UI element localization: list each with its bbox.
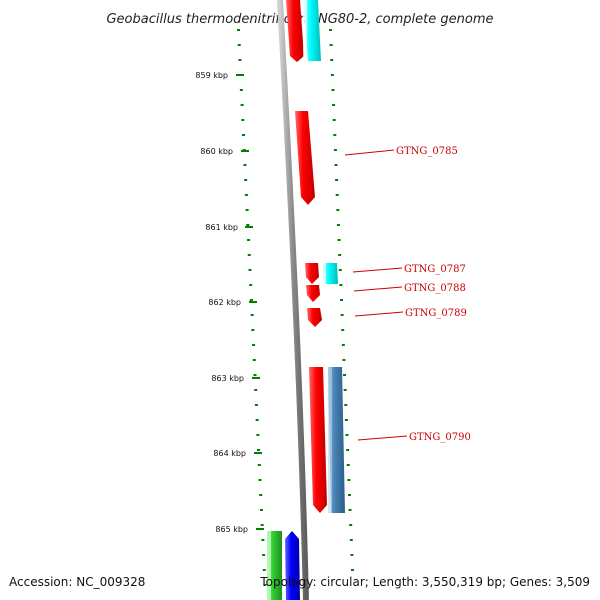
gene-label-text: GTNG_0787 [404,264,466,275]
scale-tick-863: 863 kbp [211,374,260,383]
gene-top-cyan[interactable] [303,0,321,61]
label-gtng-0785[interactable]: GTNG_0785 [344,146,458,157]
tick-label-865: 865 kbp [215,525,248,534]
right-tick-dots [329,29,354,571]
scale-tick-859: 859 kbp [195,71,244,80]
label-gtng-0788[interactable]: GTNG_0788 [353,283,466,294]
scale-tick-861: 861 kbp [205,223,253,232]
label-gtng-0789[interactable]: GTNG_0789 [354,308,467,319]
accession-text: Accession: NC_009328 [9,575,145,589]
tick-label-860: 860 kbp [200,147,233,156]
gene-gtng-0790-red[interactable] [309,367,327,513]
gene-label-text: GTNG_0788 [404,283,466,294]
scale-tick-865: 865 kbp [215,525,264,534]
tick-label-864: 864 kbp [213,449,246,458]
gene-bottom-green[interactable] [267,531,282,600]
gene-gtng-0787-red[interactable] [305,263,319,284]
label-gtng-0787[interactable]: GTNG_0787 [352,264,466,275]
gene-label-text: GTNG_0785 [396,146,458,157]
gene-label-text: GTNG_0789 [405,308,467,319]
scale-tick-860: 860 kbp [200,147,249,156]
tick-label-861: 861 kbp [205,223,238,232]
tick-label-862: 862 kbp [208,298,241,307]
gene-bottom-blue[interactable] [285,531,300,600]
left-tick-dots [237,29,267,586]
topology-text: Topology: circular; Length: 3,550,319 bp… [259,575,590,589]
scale-tick-862: 862 kbp [208,298,257,307]
gene-gtng-0790-steelblue[interactable] [328,367,345,513]
genome-backbone [277,0,309,600]
gene-gtng-0787-cyan[interactable] [322,263,338,284]
tick-label-859: 859 kbp [195,71,228,80]
gene-gtng-0789[interactable] [307,308,322,327]
gene-gtng-0788[interactable] [306,285,320,302]
scale-tick-864: 864 kbp [213,449,262,458]
gene-top-red[interactable] [286,0,304,62]
gene-gtng-0785[interactable] [295,111,315,205]
gene-label-text: GTNG_0790 [409,432,471,443]
tick-label-863: 863 kbp [211,374,244,383]
label-gtng-0790[interactable]: GTNG_0790 [357,432,471,443]
